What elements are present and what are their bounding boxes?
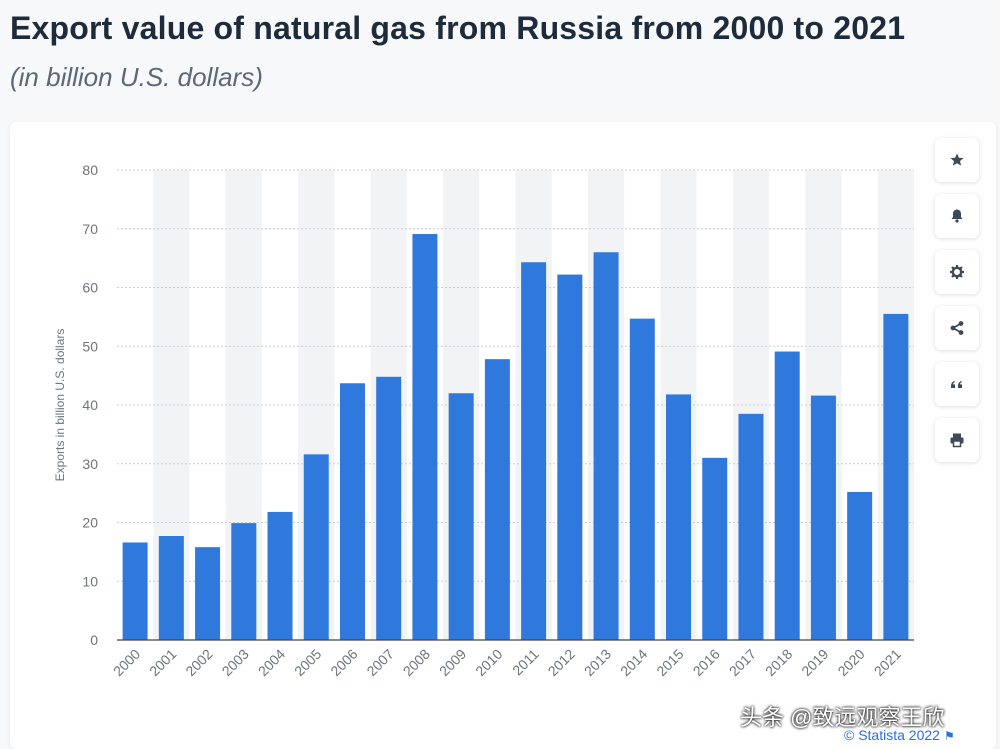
x-tick-label: 2007 [363, 646, 396, 679]
y-axis-label: Exports in billion U.S. dollars [53, 329, 67, 482]
share-button[interactable] [935, 306, 979, 350]
bar-2017[interactable] [738, 413, 764, 640]
bar-2015[interactable] [666, 394, 692, 640]
bar-2021[interactable] [883, 313, 909, 640]
bar-2018[interactable] [774, 351, 800, 640]
bar-2003[interactable] [231, 523, 257, 640]
x-tick-label: 2008 [400, 646, 433, 679]
credit-text: © Statista 2022 [844, 727, 940, 743]
bar-2016[interactable] [702, 457, 728, 640]
x-tick-label: 2003 [219, 646, 252, 679]
bar-2011[interactable] [521, 262, 547, 640]
x-tick-label: 2004 [255, 646, 288, 679]
x-tick-label: 2011 [509, 646, 542, 679]
y-tick-label: 0 [90, 632, 98, 648]
printer-icon [950, 433, 964, 448]
bar-2007[interactable] [376, 376, 402, 640]
bar-2010[interactable] [484, 359, 510, 640]
notification-button[interactable] [935, 194, 979, 238]
x-tick-label: 2020 [834, 646, 867, 679]
settings-button[interactable] [935, 250, 979, 294]
chart-toolbar [935, 138, 979, 474]
chart-subtitle: (in billion U.S. dollars) [10, 62, 263, 92]
bar-2013[interactable] [593, 252, 619, 640]
x-tick-label: 2002 [182, 646, 215, 679]
favorite-button[interactable] [935, 138, 979, 182]
bar-2000[interactable] [122, 542, 148, 640]
x-tick-label: 2005 [291, 646, 324, 679]
x-tick-label: 2015 [653, 646, 686, 679]
x-axis-ticks: 2000 2001 2002 2003 2004 2005 2006 2007 2008 2009… [110, 646, 904, 679]
flag-icon: ⚑ [943, 729, 955, 743]
x-tick-label: 2014 [617, 646, 650, 679]
bar-2005[interactable] [303, 454, 329, 640]
y-tick-label: 50 [82, 338, 98, 354]
x-tick-label: 2017 [726, 646, 759, 679]
x-tick-label: 2016 [690, 646, 723, 679]
x-tick-label: 2001 [146, 646, 179, 679]
x-tick-label: 2013 [581, 646, 614, 679]
x-tick-label: 2000 [110, 646, 143, 679]
bar-2012[interactable] [557, 274, 583, 640]
chart-title: Export value of natural gas from Russia … [10, 10, 906, 46]
bar-2001[interactable] [158, 536, 184, 640]
bars-group [122, 234, 909, 640]
quote-icon [951, 381, 962, 388]
x-tick-label: 2006 [327, 646, 360, 679]
bar-2008[interactable] [412, 234, 438, 640]
bar-2019[interactable] [810, 395, 836, 640]
y-tick-label: 40 [82, 397, 98, 413]
bar-2020[interactable] [847, 491, 873, 640]
x-tick-label: 2021 [871, 646, 904, 679]
y-tick-label: 30 [82, 456, 98, 472]
y-tick-label: 20 [82, 515, 98, 531]
cite-button[interactable] [935, 362, 979, 406]
gear-icon [950, 265, 964, 279]
share-icon [950, 321, 964, 335]
statista-credit-link[interactable]: © Statista 2022 ⚑ [844, 727, 955, 743]
y-tick-label: 60 [82, 280, 98, 296]
y-tick-label: 70 [82, 221, 98, 237]
bar-2002[interactable] [195, 547, 221, 640]
y-tick-label: 80 [82, 162, 98, 178]
x-tick-label: 2012 [545, 646, 578, 679]
bell-icon [951, 209, 963, 223]
bar-2014[interactable] [629, 318, 655, 640]
bar-2009[interactable] [448, 393, 474, 640]
y-axis-ticks: 0 10 20 30 40 50 60 70 80 [82, 162, 98, 648]
print-button[interactable] [935, 418, 979, 462]
bar-2006[interactable] [339, 383, 365, 640]
star-icon [950, 153, 964, 166]
y-tick-label: 10 [82, 573, 98, 589]
x-tick-label: 2010 [472, 646, 505, 679]
x-tick-label: 2009 [436, 646, 469, 679]
x-tick-label: 2018 [762, 646, 795, 679]
bar-2004[interactable] [267, 511, 293, 640]
x-tick-label: 2019 [798, 646, 831, 679]
watermark-text: 头条 @致远观察王欣 [740, 705, 945, 730]
